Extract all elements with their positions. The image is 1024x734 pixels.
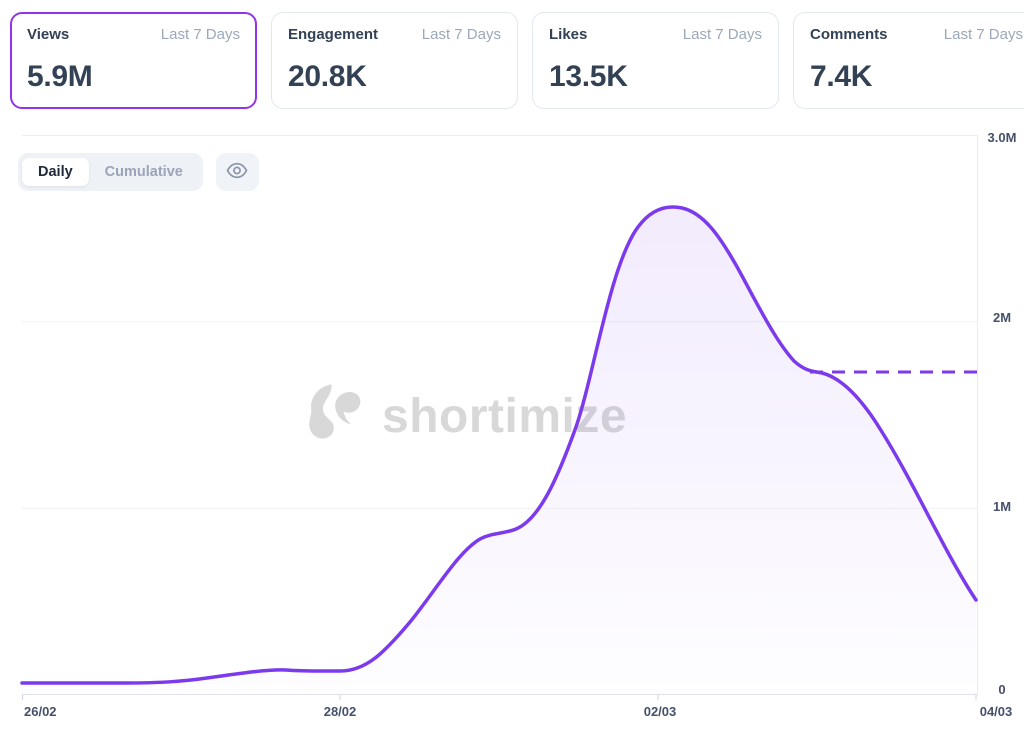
area-fill (22, 206, 976, 695)
metric-value: 13.5K (549, 60, 628, 93)
metric-value: 5.9M (27, 60, 93, 93)
stat-card-views[interactable]: Views Last 7 Days 5.9M (10, 12, 257, 109)
tab-daily[interactable]: Daily (22, 158, 89, 186)
metric-label: Likes (549, 26, 588, 43)
x-axis-ticks (22, 695, 977, 700)
metric-value: 7.4K (810, 60, 873, 93)
x-axis-label-02-03: 02/03 (643, 704, 677, 719)
metric-label: Views (27, 26, 70, 43)
metric-label: Comments (810, 26, 888, 43)
x-axis-label-26-02: 26/02 (24, 704, 57, 719)
stat-card-comments[interactable]: Comments Last 7 Days 7.4K (793, 12, 1024, 109)
metric-label: Engagement (288, 26, 379, 43)
views-line (20, 205, 978, 685)
y-axis-label-3m: 3.0M (987, 130, 1017, 145)
stat-card-engagement[interactable]: Engagement Last 7 Days 20.8K (271, 12, 518, 109)
visibility-toggle-button[interactable] (215, 153, 259, 191)
metric-period: Last 7 Days (421, 26, 501, 43)
y-axis-label-0: 0 (998, 682, 1006, 697)
y-axis-label-2m: 2M (992, 310, 1012, 325)
metric-period: Last 7 Days (943, 26, 1023, 43)
x-axis-label-04-03: 04/03 (979, 704, 1013, 719)
x-axis-label-28-02: 28/02 (323, 704, 357, 719)
metric-period: Last 7 Days (682, 26, 762, 43)
view-mode-toggle: Daily Cumulative (18, 153, 203, 191)
chart-controls: Daily Cumulative (18, 153, 259, 191)
tab-cumulative[interactable]: Cumulative (89, 158, 199, 186)
stat-card-likes[interactable]: Likes Last 7 Days 13.5K (532, 12, 779, 109)
eye-icon (226, 162, 248, 182)
metric-period: Last 7 Days (160, 26, 240, 43)
views-area-chart[interactable] (20, 135, 978, 700)
stat-cards-row: Views Last 7 Days 5.9M Engagement Last 7… (10, 12, 1024, 109)
y-axis-label-1m: 1M (992, 499, 1012, 514)
metric-value: 20.8K (288, 60, 367, 93)
